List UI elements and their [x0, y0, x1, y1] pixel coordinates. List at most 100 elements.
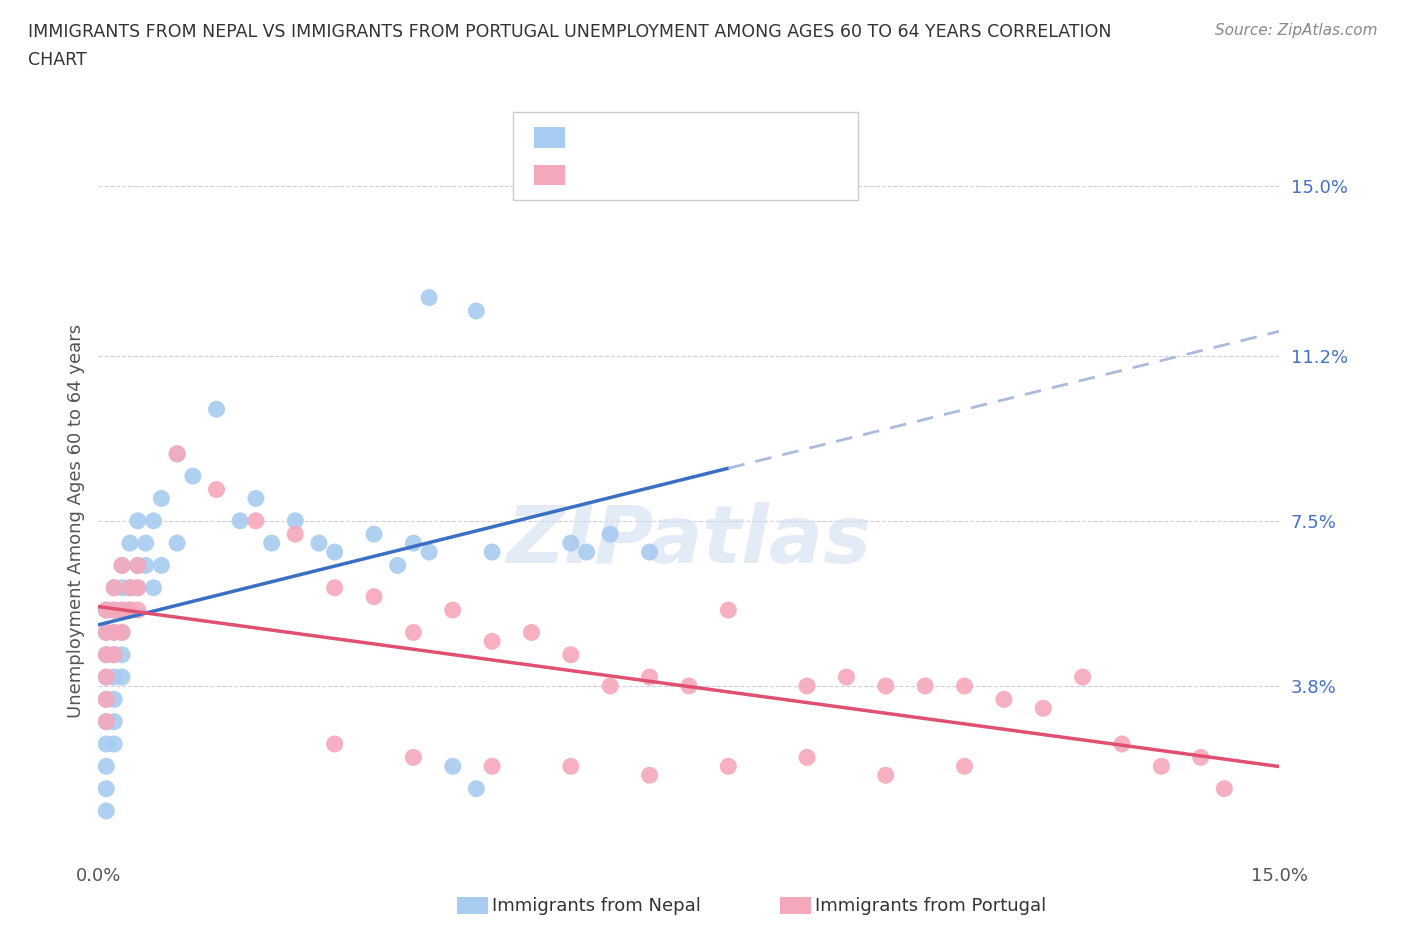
Point [118, 603, 141, 618]
Point [127, 513, 149, 528]
Point [127, 558, 149, 573]
Point [465, 303, 488, 318]
Point [402, 536, 425, 551]
Point [103, 670, 125, 684]
Point [96, 625, 118, 640]
Text: ZIPatlas: ZIPatlas [506, 502, 872, 580]
Point [96, 647, 118, 662]
Point [96, 692, 118, 707]
Point [638, 768, 661, 783]
Point [363, 590, 385, 604]
Point [387, 558, 409, 573]
Point [135, 558, 157, 573]
Point [111, 625, 134, 640]
Text: R =: R = [576, 127, 616, 146]
Point [835, 670, 858, 684]
Point [142, 580, 165, 595]
Point [96, 603, 118, 618]
Point [953, 759, 976, 774]
Point [127, 558, 149, 573]
Point [111, 603, 134, 618]
Point [103, 625, 125, 640]
Point [111, 580, 134, 595]
Point [150, 491, 173, 506]
Point [875, 679, 897, 694]
Text: 58: 58 [710, 127, 735, 146]
Point [96, 692, 118, 707]
Point [284, 526, 307, 541]
Point [103, 580, 125, 595]
Point [96, 603, 118, 618]
Point [599, 526, 621, 541]
Point [205, 482, 228, 497]
Point [103, 603, 125, 618]
Point [953, 679, 976, 694]
Point [111, 625, 134, 640]
Point [402, 625, 425, 640]
Point [717, 603, 740, 618]
Point [441, 759, 464, 774]
Text: -0.189: -0.189 [614, 165, 679, 183]
Point [441, 603, 464, 618]
Point [1213, 781, 1236, 796]
Point [796, 679, 818, 694]
Point [96, 670, 118, 684]
Point [103, 714, 125, 729]
Point [678, 679, 700, 694]
Point [103, 692, 125, 707]
Point [103, 647, 125, 662]
Point [96, 714, 118, 729]
Point [135, 536, 157, 551]
Point [103, 647, 125, 662]
Point [118, 536, 141, 551]
Point [418, 290, 440, 305]
Point [103, 603, 125, 618]
Point [560, 536, 582, 551]
Point [402, 750, 425, 764]
Text: Immigrants from Nepal: Immigrants from Nepal [492, 897, 702, 915]
Point [260, 536, 283, 551]
Point [142, 513, 165, 528]
Point [96, 647, 118, 662]
Point [111, 558, 134, 573]
Point [1150, 759, 1173, 774]
Point [323, 737, 346, 751]
Point [111, 647, 134, 662]
Text: 0.206: 0.206 [614, 127, 671, 146]
Y-axis label: Unemployment Among Ages 60 to 64 years: Unemployment Among Ages 60 to 64 years [66, 324, 84, 718]
Point [166, 446, 188, 461]
Point [638, 545, 661, 560]
Point [205, 402, 228, 417]
Point [181, 469, 204, 484]
Point [717, 759, 740, 774]
Point [914, 679, 936, 694]
Point [111, 603, 134, 618]
Text: N =: N = [672, 127, 711, 146]
Point [96, 804, 118, 818]
Point [1071, 670, 1094, 684]
Point [229, 513, 252, 528]
Point [796, 750, 818, 764]
Point [103, 580, 125, 595]
Point [560, 759, 582, 774]
Point [166, 446, 188, 461]
Point [308, 536, 330, 551]
Point [1032, 701, 1054, 716]
Point [111, 558, 134, 573]
Point [1189, 750, 1212, 764]
Point [96, 625, 118, 640]
Point [103, 737, 125, 751]
Point [875, 768, 897, 783]
Text: IMMIGRANTS FROM NEPAL VS IMMIGRANTS FROM PORTUGAL UNEMPLOYMENT AMONG AGES 60 TO : IMMIGRANTS FROM NEPAL VS IMMIGRANTS FROM… [28, 23, 1112, 41]
Point [284, 513, 307, 528]
Point [96, 714, 118, 729]
Point [245, 513, 267, 528]
Point [481, 634, 503, 649]
Point [638, 670, 661, 684]
Text: N =: N = [672, 165, 711, 183]
Text: 50: 50 [710, 165, 735, 183]
Point [323, 545, 346, 560]
Point [118, 580, 141, 595]
Point [363, 526, 385, 541]
Point [96, 670, 118, 684]
